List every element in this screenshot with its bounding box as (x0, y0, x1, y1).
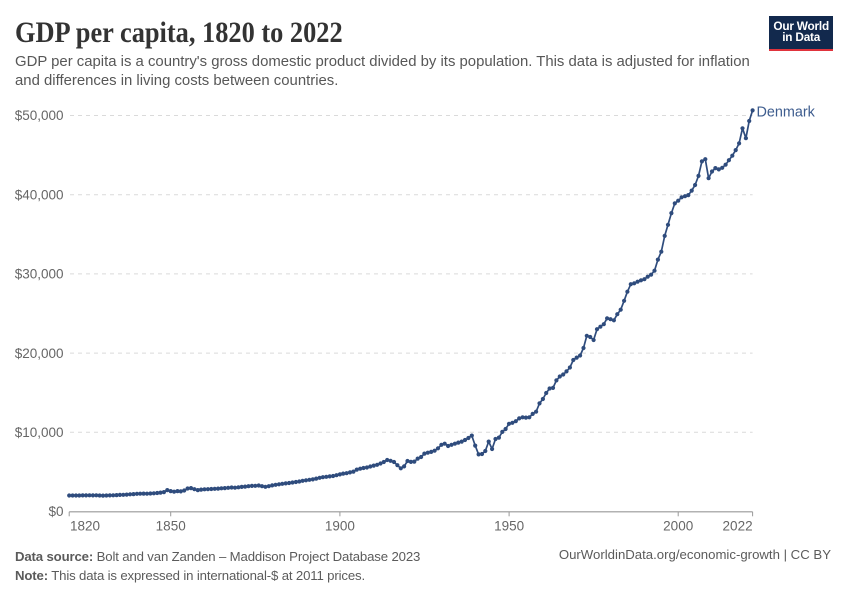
svg-text:Denmark: Denmark (757, 105, 816, 121)
svg-text:$50,000: $50,000 (15, 108, 64, 123)
svg-text:$0: $0 (48, 504, 63, 519)
svg-text:1850: 1850 (156, 519, 186, 534)
svg-text:2022: 2022 (723, 519, 753, 534)
svg-text:1900: 1900 (325, 519, 355, 534)
svg-text:$10,000: $10,000 (15, 425, 64, 440)
svg-text:$20,000: $20,000 (15, 346, 64, 361)
svg-text:1820: 1820 (70, 519, 100, 534)
svg-text:1950: 1950 (494, 519, 524, 534)
svg-text:$30,000: $30,000 (15, 267, 64, 282)
svg-text:2000: 2000 (663, 519, 693, 534)
svg-text:$40,000: $40,000 (15, 187, 64, 202)
